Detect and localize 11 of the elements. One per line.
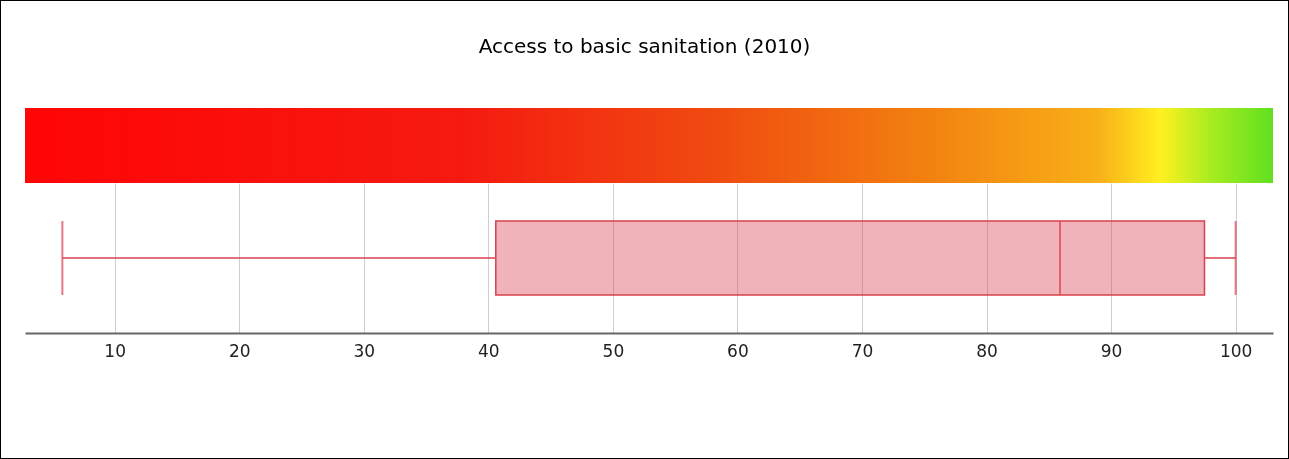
x-tick-label: 60 bbox=[727, 340, 749, 361]
x-tick-label: 10 bbox=[104, 340, 126, 361]
x-tick-label: 90 bbox=[1100, 340, 1123, 361]
x-tick-label: 50 bbox=[602, 340, 625, 361]
x-tick-label: 20 bbox=[228, 340, 251, 361]
x-tick-label: 70 bbox=[851, 340, 874, 361]
x-tick-label: 80 bbox=[976, 340, 998, 361]
x-tick-label: 40 bbox=[478, 340, 500, 361]
x-tick-label: 30 bbox=[353, 340, 376, 361]
chart-title: Access to basic sanitation (2010) bbox=[477, 34, 812, 58]
x-tick-label: 100 bbox=[1219, 340, 1253, 361]
